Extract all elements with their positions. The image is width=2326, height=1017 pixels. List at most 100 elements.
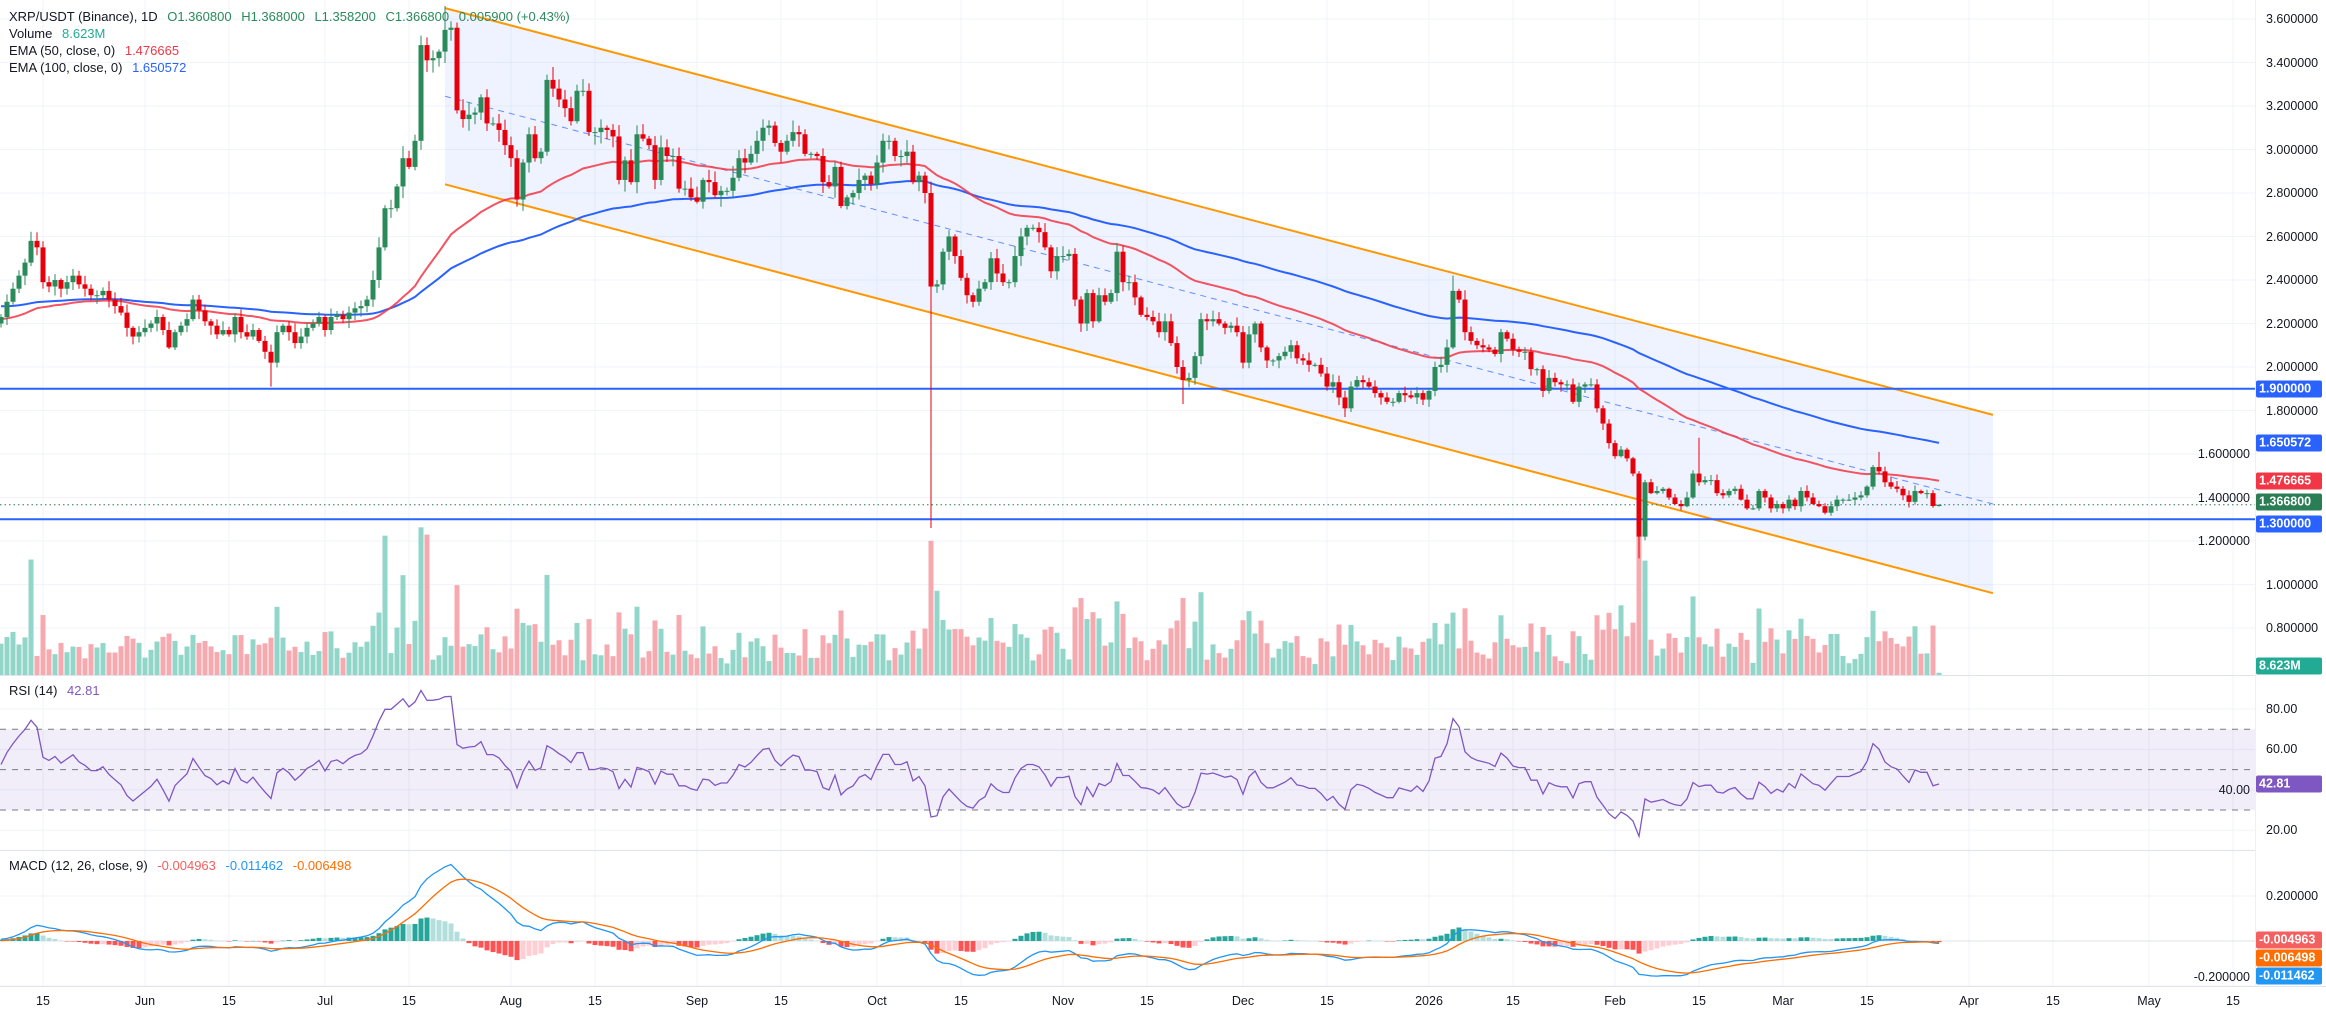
- volume-bar: [1414, 654, 1420, 675]
- macd-histogram-bar: [1834, 938, 1840, 941]
- candle-body: [1816, 504, 1822, 507]
- volume-bar: [850, 656, 856, 675]
- volume-bar: [736, 632, 742, 675]
- candle: [1684, 491, 1690, 508]
- candle: [742, 148, 748, 174]
- candle: [352, 302, 358, 321]
- price-tick-label: 3.400000: [2266, 55, 2319, 70]
- volume-bar: [1066, 659, 1072, 675]
- symbol-legend[interactable]: XRP/USDT (Binance), 1D O1.360800 H1.3680…: [9, 8, 576, 25]
- candle-body: [286, 325, 292, 333]
- candle-body: [490, 123, 496, 125]
- candle-body: [796, 132, 802, 135]
- volume-bar: [220, 650, 226, 675]
- candle-body: [946, 236, 952, 252]
- candle: [58, 278, 64, 298]
- candle-body: [1930, 493, 1936, 507]
- macd-histogram-bar: [622, 941, 628, 951]
- macd-histogram-bar: [1078, 941, 1084, 944]
- candle: [688, 177, 694, 202]
- candle: [1828, 501, 1834, 516]
- candle: [52, 274, 58, 296]
- candle: [1408, 390, 1414, 400]
- candle-body: [1834, 499, 1840, 507]
- volume-bar: [178, 654, 184, 675]
- volume-bar: [250, 639, 256, 675]
- candle: [1120, 245, 1126, 292]
- candle: [706, 169, 712, 193]
- candle-body: [538, 151, 544, 159]
- volume-bar: [46, 649, 52, 675]
- macd-histogram-bar: [892, 937, 898, 941]
- macd-histogram-bar: [1048, 935, 1054, 941]
- candle-body: [658, 147, 664, 180]
- candle-body: [1270, 360, 1276, 362]
- candle: [1672, 493, 1678, 505]
- macd-histogram-bar: [1450, 929, 1456, 941]
- candle: [1552, 372, 1558, 387]
- rsi-legend[interactable]: RSI (14) 42.81: [9, 682, 106, 699]
- volume-bar: [1600, 629, 1606, 675]
- volume-bar: [532, 624, 538, 675]
- candle-body: [202, 310, 208, 322]
- volume-bar: [244, 654, 250, 675]
- macd-histogram-bar: [1222, 936, 1228, 941]
- time-tick-label: Aug: [499, 994, 523, 1008]
- time-tick-label: Nov: [1051, 994, 1075, 1008]
- volume-legend[interactable]: Volume 8.623M: [9, 25, 111, 42]
- volume-bar: [1420, 641, 1426, 675]
- macd-line: [0, 863, 1940, 977]
- candle-body: [142, 327, 148, 333]
- volume-bar: [82, 658, 88, 675]
- candle: [1234, 317, 1240, 337]
- channel-upper-line: [444, 7, 1994, 416]
- candle-body: [196, 299, 202, 311]
- candle-body: [70, 275, 76, 283]
- candle-body: [646, 138, 652, 146]
- candle: [988, 251, 994, 290]
- candle-body: [964, 277, 970, 296]
- candle-body: [244, 332, 250, 337]
- volume-bar: [490, 649, 496, 675]
- macd-histogram-bar: [1408, 939, 1414, 941]
- macd-histogram-bar: [1288, 939, 1294, 941]
- candle: [40, 241, 46, 289]
- candle: [1636, 471, 1642, 559]
- volume-bar: [946, 629, 952, 675]
- macd-histogram-bar: [1918, 940, 1924, 942]
- ema50-legend[interactable]: EMA (50, close, 0) 1.476665: [9, 42, 185, 59]
- horizontal-levels[interactable]: [0, 387, 2255, 521]
- macd-histogram-bar: [742, 937, 748, 941]
- candle-body: [1624, 449, 1630, 459]
- candle-body: [1276, 356, 1282, 361]
- candle-body: [670, 156, 676, 158]
- volume-bar: [1312, 664, 1318, 675]
- candle-body: [958, 256, 964, 278]
- volume-bar: [1762, 641, 1768, 675]
- volume-bar: [568, 639, 574, 675]
- time-tick-label: Apr: [1959, 994, 1979, 1008]
- volume-bar: [1840, 655, 1846, 675]
- candle: [100, 287, 106, 301]
- volume-bar: [1180, 598, 1186, 675]
- volume-bar: [382, 535, 388, 675]
- macd-histogram-bar: [1186, 941, 1192, 948]
- time-axis[interactable]: [0, 986, 2326, 1017]
- volume-bar: [1708, 646, 1714, 675]
- macd-histogram-bar: [280, 940, 286, 942]
- symbol-title[interactable]: XRP/USDT (Binance), 1D: [9, 9, 158, 24]
- candle: [616, 125, 622, 185]
- macd-histogram-bar: [652, 941, 658, 947]
- volume-bars: [0, 527, 1942, 675]
- volume-bar: [1294, 636, 1300, 675]
- volume-bar: [868, 641, 874, 675]
- ema100-legend[interactable]: EMA (100, close, 0) 1.650572: [9, 59, 192, 76]
- price-tick-label: 3.200000: [2266, 99, 2319, 113]
- volume-bar: [160, 636, 166, 675]
- candle-body: [556, 88, 562, 100]
- candle: [508, 136, 514, 167]
- volume-bar: [700, 626, 706, 675]
- macd-legend[interactable]: MACD (12, 26, close, 9) -0.004963 -0.011…: [9, 857, 357, 874]
- volume-bar: [526, 625, 532, 675]
